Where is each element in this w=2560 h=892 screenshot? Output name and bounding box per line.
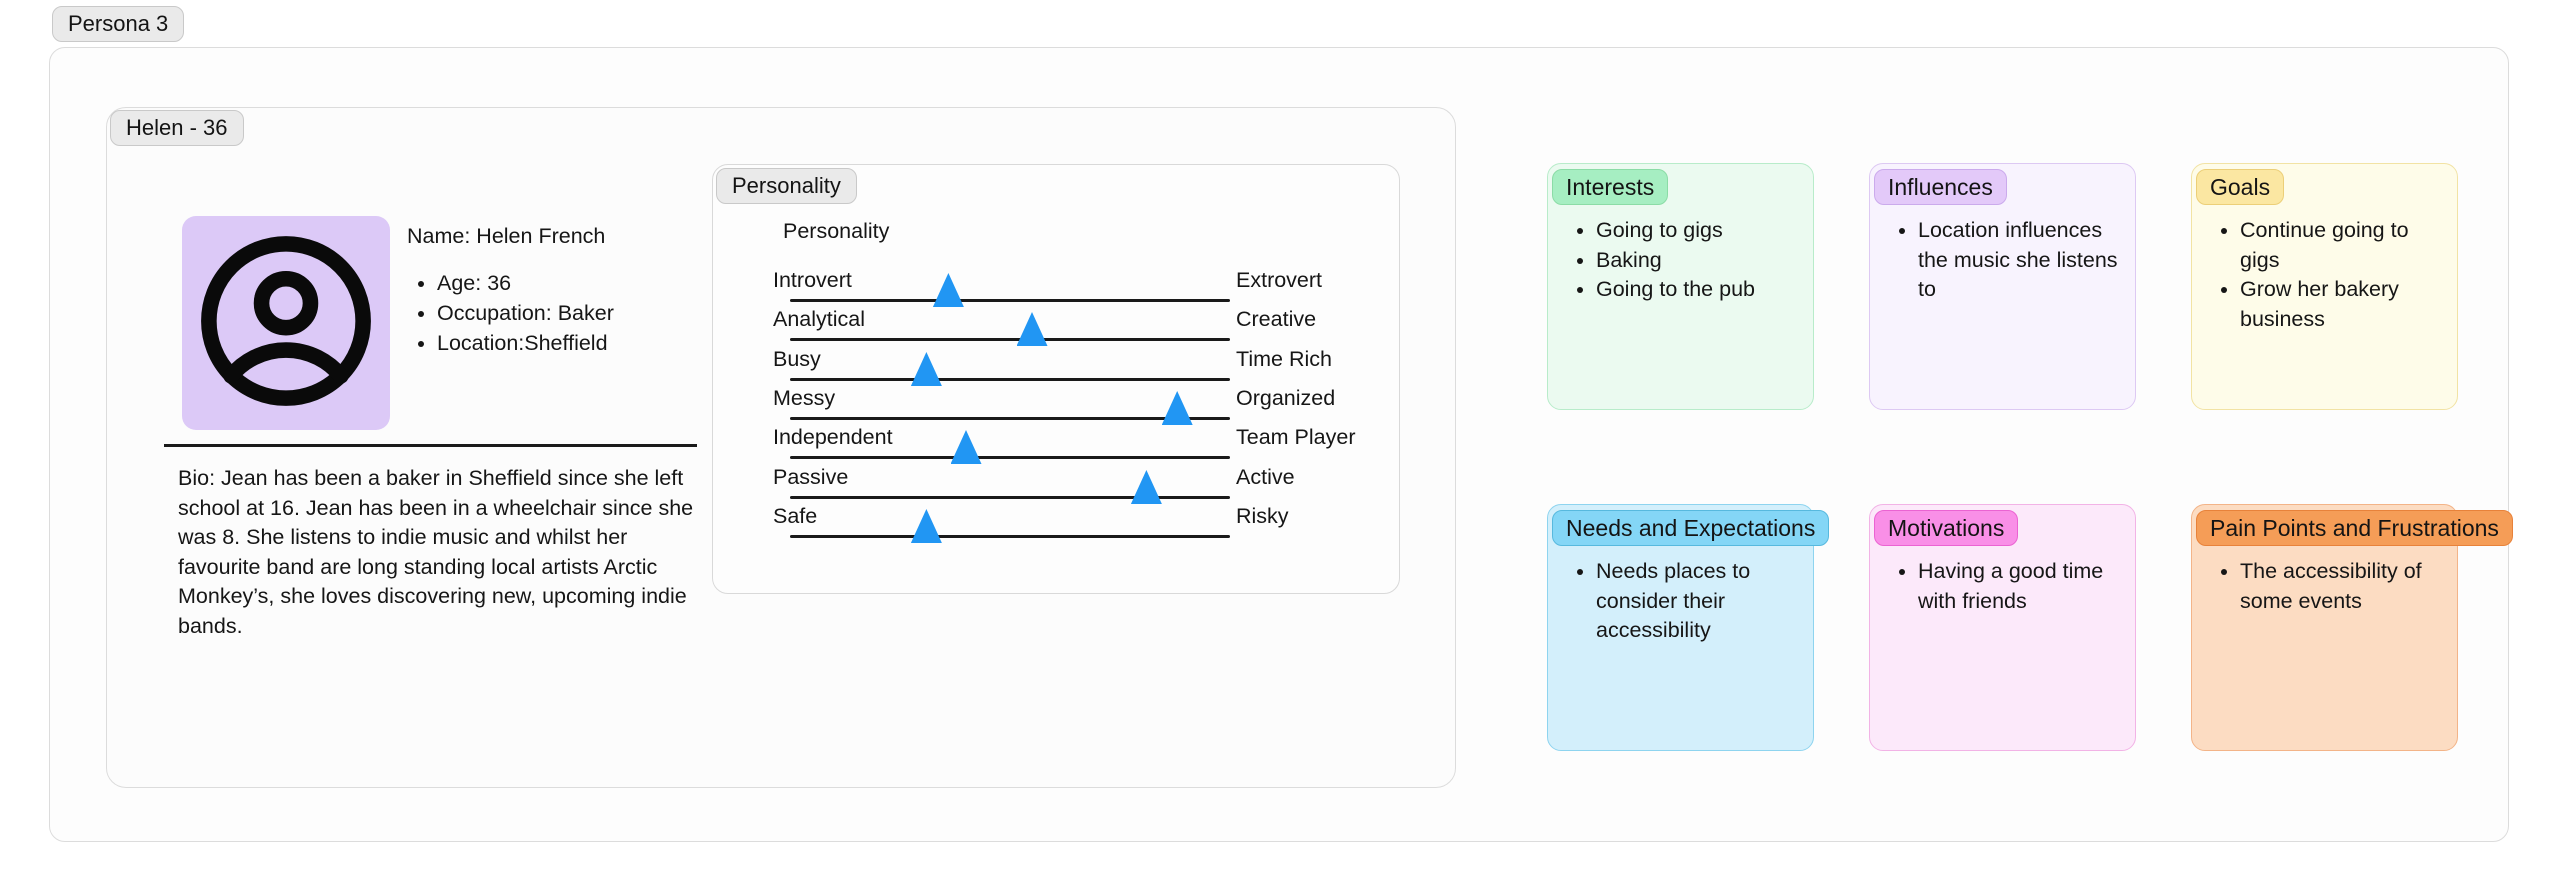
trait-label-left: Messy <box>773 386 836 410</box>
trait-label-left: Independent <box>773 425 893 449</box>
trait-row-busy-timerich: Busy Time Rich <box>773 347 1359 389</box>
persona-name-pill[interactable]: Helen - 36 <box>110 110 244 146</box>
trait-track <box>790 417 1230 420</box>
personality-heading: Personality <box>783 219 890 243</box>
detail-item-age: Age: 36 <box>437 268 614 298</box>
card-item-list[interactable]: Going to gigs Baking Going to the pub <box>1566 216 1805 305</box>
trait-slider-marker[interactable] <box>1016 312 1048 346</box>
trait-label-left: Safe <box>773 504 818 528</box>
trait-row-safe-risky: Safe Risky <box>773 504 1359 546</box>
card-item: Needs places to consider their accessibi… <box>1596 557 1805 646</box>
trait-label-right: Extrovert <box>1236 268 1323 292</box>
card-item: Baking <box>1596 246 1805 276</box>
card-item-list[interactable]: Location influences the music she listen… <box>1888 216 2127 305</box>
persona-tab[interactable]: Persona 3 <box>52 6 185 42</box>
trait-slider-marker[interactable] <box>1161 391 1193 425</box>
card-item: The accessibility of some events <box>2240 557 2449 616</box>
trait-slider-marker[interactable] <box>910 509 942 543</box>
card-item: Going to gigs <box>1596 216 1805 246</box>
trait-label-left: Analytical <box>773 307 866 331</box>
personality-panel[interactable]: Personality Personality Introvert Extrov… <box>712 164 1400 594</box>
avatar[interactable] <box>182 216 390 430</box>
divider-line <box>164 444 697 447</box>
trait-slider-marker[interactable] <box>1130 470 1162 504</box>
card-item-list[interactable]: Continue going to gigs Grow her bakery b… <box>2210 216 2449 334</box>
trait-row-analytical-creative: Analytical Creative <box>773 307 1359 349</box>
trait-row-messy-organized: Messy Organized <box>773 386 1359 428</box>
card-motivations[interactable]: Motivations Having a good time with frie… <box>1869 504 2136 751</box>
personality-pill[interactable]: Personality <box>716 168 857 204</box>
trait-slider-marker[interactable] <box>932 273 964 307</box>
trait-label-right: Team Player <box>1236 425 1356 449</box>
persona-detail-list[interactable]: Age: 36 Occupation: Baker Location:Sheff… <box>407 268 614 358</box>
trait-track <box>790 338 1230 341</box>
trait-label-left: Busy <box>773 347 821 371</box>
trait-label-right: Time Rich <box>1236 347 1332 371</box>
card-item: Going to the pub <box>1596 275 1805 305</box>
detail-item-location: Location:Sheffield <box>437 328 614 358</box>
trait-track <box>790 378 1230 381</box>
card-item: Continue going to gigs <box>2240 216 2449 275</box>
card-interests[interactable]: Interests Going to gigs Baking Going to … <box>1547 163 1814 410</box>
persona-detail-card[interactable]: Helen - 36 Name: Helen French Age: 36 Oc… <box>106 107 1456 788</box>
trait-slider-marker[interactable] <box>910 352 942 386</box>
card-item: Location influences the music she listen… <box>1918 216 2127 305</box>
persona-board: Helen - 36 Name: Helen French Age: 36 Oc… <box>49 47 2513 842</box>
card-title-pill[interactable]: Needs and Expectations <box>1552 510 1830 546</box>
card-influences[interactable]: Influences Location influences the music… <box>1869 163 2136 410</box>
card-item: Grow her bakery business <box>2240 275 2449 334</box>
card-needs-expectations[interactable]: Needs and Expectations Needs places to c… <box>1547 504 1830 751</box>
trait-label-right: Creative <box>1236 307 1317 331</box>
trait-label-left: Passive <box>773 465 849 489</box>
detail-item-occupation: Occupation: Baker <box>437 298 614 328</box>
trait-label-left: Introvert <box>773 268 852 292</box>
trait-slider-marker[interactable] <box>950 430 982 464</box>
card-title-pill[interactable]: Goals <box>2196 169 2285 205</box>
trait-track <box>790 535 1230 538</box>
card-title-pill[interactable]: Interests <box>1552 169 1669 205</box>
persona-bio-text[interactable]: Bio: Jean has been a baker in Sheffield … <box>178 466 694 638</box>
trait-row-introvert-extrovert: Introvert Extrovert <box>773 268 1359 310</box>
card-item-list[interactable]: The accessibility of some events <box>2210 557 2449 616</box>
trait-label-right: Active <box>1236 465 1295 489</box>
trait-track <box>790 456 1230 459</box>
card-item-list[interactable]: Having a good time with friends <box>1888 557 2127 616</box>
card-pain-points[interactable]: Pain Points and Frustrations The accessi… <box>2191 504 2513 751</box>
trait-label-right: Risky <box>1236 504 1289 528</box>
trait-row-passive-active: Passive Active <box>773 465 1359 507</box>
card-item: Having a good time with friends <box>1918 557 2127 616</box>
card-title-pill[interactable]: Influences <box>1874 169 2007 205</box>
trait-label-right: Organized <box>1236 386 1336 410</box>
trait-track <box>790 496 1230 499</box>
card-goals[interactable]: Goals Continue going to gigs Grow her ba… <box>2191 163 2458 410</box>
persona-name-text[interactable]: Name: Helen French <box>407 224 606 248</box>
card-title-pill[interactable]: Motivations <box>1874 510 2019 546</box>
user-circle-icon <box>197 232 375 415</box>
trait-row-independent-teamplayer: Independent Team Player <box>773 425 1359 467</box>
card-title-pill[interactable]: Pain Points and Frustrations <box>2196 510 2513 546</box>
trait-track <box>790 299 1230 302</box>
card-item-list[interactable]: Needs places to consider their accessibi… <box>1566 557 1805 646</box>
